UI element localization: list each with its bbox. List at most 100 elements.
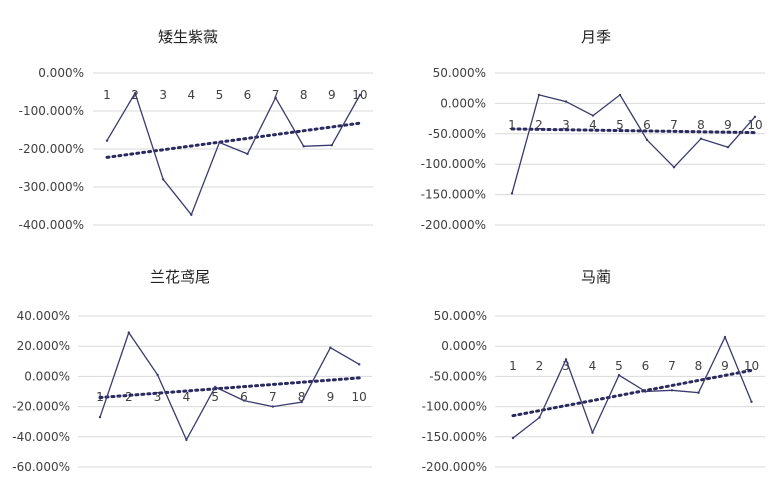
data-point (162, 178, 165, 181)
x-tick-label: 8 (298, 390, 306, 404)
x-tick-label: 8 (697, 118, 705, 132)
x-tick-label: 2 (535, 118, 543, 132)
x-tick-label: 4 (589, 118, 597, 132)
y-tick-label: 0.000% (38, 66, 84, 80)
data-point (591, 431, 594, 434)
data-point (156, 373, 159, 377)
x-tick-label: 1 (103, 88, 111, 102)
data-point (726, 145, 730, 149)
x-tick-label: 7 (670, 118, 678, 132)
data-point (98, 415, 102, 419)
x-tick-label: 8 (300, 88, 308, 102)
data-point (591, 114, 595, 117)
data-point (218, 141, 221, 144)
x-tick-label: 10 (744, 359, 759, 373)
y-tick-label: -100.000% (19, 104, 84, 118)
x-tick-label: 3 (562, 118, 570, 132)
x-tick-label: 1 (508, 118, 516, 132)
data-point (105, 139, 109, 142)
x-tick-label: 9 (724, 118, 732, 132)
x-tick-label: 7 (668, 359, 676, 373)
data-point (271, 405, 274, 408)
x-tick-label: 5 (616, 118, 624, 132)
series-line (512, 335, 753, 439)
x-tick-label: 8 (695, 359, 703, 373)
x-tick-label: 6 (643, 118, 651, 132)
y-tick-label: -400.000% (19, 218, 84, 232)
y-tick-label: -50.000% (429, 369, 487, 383)
y-tick-label: 0.000% (441, 339, 487, 353)
data-point (190, 213, 193, 216)
y-tick-label: 40.000% (17, 309, 70, 323)
data-point (618, 93, 622, 97)
x-tick-label: 2 (536, 359, 544, 373)
data-point (358, 93, 362, 97)
data-point (330, 144, 333, 147)
y-tick-label: 0.000% (24, 369, 70, 383)
data-point (564, 358, 568, 361)
y-tick-label: 0.000% (440, 96, 486, 110)
x-tick-label: 6 (240, 390, 248, 404)
data-point (564, 100, 568, 103)
x-tick-label: 5 (216, 88, 224, 102)
data-point (302, 145, 305, 148)
y-tick-label: -60.000% (12, 460, 70, 474)
x-tick-label: 7 (269, 390, 277, 404)
trendline (98, 376, 361, 400)
y-tick-label: -300.000% (19, 180, 84, 194)
data-point (133, 91, 137, 95)
data-point (274, 96, 277, 99)
y-tick-label: -20.000% (12, 400, 70, 414)
data-point (538, 416, 541, 419)
data-point (511, 436, 515, 440)
y-tick-label: -100.000% (421, 157, 486, 171)
y-tick-label: -150.000% (421, 188, 486, 202)
x-tick-label: 9 (328, 88, 336, 102)
x-tick-label: 7 (272, 88, 280, 102)
data-point (753, 115, 757, 118)
data-point (185, 438, 188, 442)
chart-panel-4: 马蔺 50.000% 0.000% -50.000% -100.000% -150.000… (422, 268, 765, 474)
chart-title: 矮生紫薇 (158, 28, 218, 46)
data-point (617, 373, 621, 377)
data-point (127, 331, 130, 334)
data-point (723, 335, 727, 339)
data-point (358, 363, 361, 366)
y-tick-label: -200.000% (19, 142, 84, 156)
y-tick-label: -40.000% (12, 430, 70, 444)
chart-title: 马蔺 (581, 268, 611, 286)
y-tick-label: -150.000% (422, 430, 487, 444)
data-point (750, 400, 753, 403)
data-point (670, 389, 674, 392)
data-point (697, 391, 700, 394)
chart-title: 兰花鸢尾 (150, 268, 210, 286)
chart-title: 月季 (581, 28, 611, 46)
chart-panel-2: 月季 50.000% 0.000% -50.000% -100.000% -150.000… (421, 28, 765, 232)
chart-panel-1: 矮生紫薇 0.000% -100.000% -200.000% -300.000% -40… (19, 28, 373, 232)
y-tick-label: 20.000% (17, 339, 70, 353)
x-tick-label: 6 (244, 88, 252, 102)
data-point (246, 152, 249, 156)
x-tick-label: 6 (642, 359, 650, 373)
x-tick-label: 3 (562, 359, 570, 373)
x-tick-label: 5 (211, 390, 219, 404)
y-tick-label: 50.000% (433, 66, 486, 80)
data-point (214, 385, 217, 389)
y-tick-label: -200.000% (422, 460, 487, 474)
data-point (242, 399, 246, 402)
data-point (537, 93, 541, 97)
data-point (644, 390, 647, 393)
y-tick-label: -100.000% (422, 400, 487, 414)
data-point (699, 137, 703, 140)
series-line (106, 91, 361, 216)
series-line (99, 331, 360, 442)
x-tick-label: 5 (615, 359, 623, 373)
data-point (672, 166, 676, 169)
x-tick-label: 4 (187, 88, 195, 102)
trendline (511, 368, 753, 418)
data-point (645, 138, 649, 142)
y-tick-label: -200.000% (421, 218, 486, 232)
x-tick-label: 3 (154, 390, 162, 404)
